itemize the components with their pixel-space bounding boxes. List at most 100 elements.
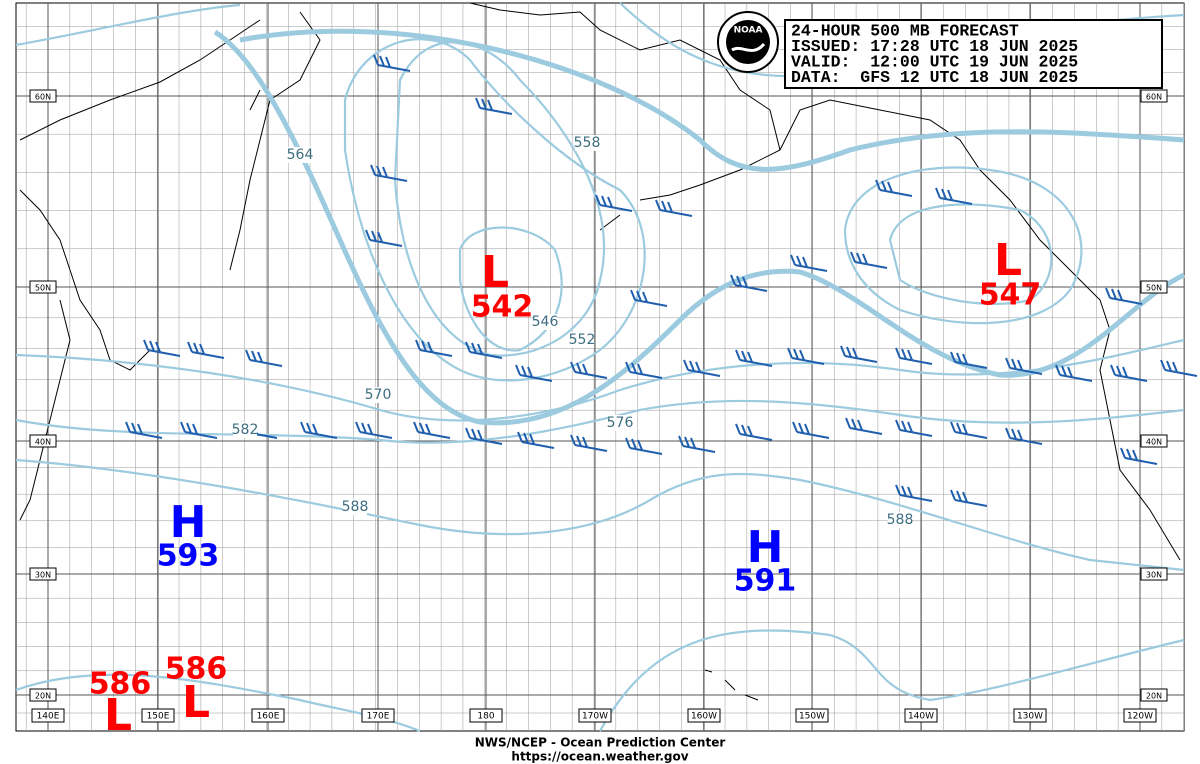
wind-barb [850,251,888,269]
lat-label: 30N [1146,571,1162,580]
wind-barb [655,199,693,217]
contour-558 [343,38,646,382]
wind-barb [950,351,988,369]
contour-label-bg [533,314,557,330]
lat-label: 30N [35,571,51,580]
contour-label: 558 [574,135,601,151]
header-line: DATA: GFS 12 UTC 18 JUN 2025 [791,68,1078,87]
lon-label: 160E [257,712,280,722]
wind-barb [1105,287,1143,305]
wind-barb [125,421,163,439]
wind-barb [792,421,830,439]
lon-label-box [904,708,938,723]
wind-barb [840,345,878,363]
coast-hawaii [704,669,759,701]
wind-barb [415,339,453,357]
contour-label-bg [343,499,367,515]
map-frame [15,2,1185,732]
lat-label-box [29,567,57,581]
lat-label: 50N [35,284,51,293]
contour-label-bg [366,387,390,403]
wind-barb [895,419,933,437]
wind-barb [735,349,773,367]
contour-588 [15,458,1185,572]
lon-label-box [361,708,395,723]
wind-barb [245,349,283,367]
wind-barb [730,274,768,292]
wind-barb [630,289,668,307]
wind-barb [1005,357,1043,375]
contour-label: 552 [569,332,596,348]
wind-barb [595,194,633,212]
contour-552-east [888,203,1053,306]
lon-label-box [1123,708,1157,723]
contour-label: 570 [365,387,392,403]
wind-barb [1120,447,1158,465]
center-value: 591 [734,564,797,599]
wind-barb [950,421,988,439]
center-value: 547 [979,278,1042,313]
lon-label: 130W [1017,712,1043,722]
logo-text: NOAA [734,26,763,36]
center-value: 593 [157,539,220,574]
contour-label: 588 [887,512,914,528]
wind-barb [625,437,663,455]
contour-label-bg [233,422,257,438]
lon-label-box [578,708,612,723]
contour-564-north [239,28,1185,172]
contour-label-bg [608,415,632,431]
wind-barb [678,435,716,453]
contour-label-bg [570,332,594,348]
contour-label-bg [888,512,912,528]
info-box-frame [784,19,1163,89]
wind-barbs [125,54,1198,507]
lat-label-box [29,688,57,702]
wind-barb [465,427,503,445]
lon-label-box [141,708,175,723]
lat-label-box [1140,89,1168,103]
contour-564 [213,29,1186,426]
footer-line: NWS/NCEP - Ocean Prediction Center [475,736,726,750]
contour-label: 546 [532,314,559,330]
wind-barb [370,164,408,182]
lat-label-box [1140,688,1168,702]
wind-barb [517,431,555,449]
center-letter: L [481,247,509,298]
header-line: VALID: 12:00 UTC 19 JUN 2025 [791,52,1078,71]
header-line: 24-HOUR 500 MB FORECAST [791,21,1019,40]
wind-barb [683,359,721,377]
lon-label-box [1013,708,1047,723]
contour-label: 588 [342,499,369,515]
lon-label: 170W [582,712,608,722]
center-letter: L [104,690,132,741]
wind-barb [187,341,225,359]
wind-barb [1160,359,1198,377]
lat-label-box [29,434,57,448]
contour-label-bg [288,147,312,163]
lon-label: 160W [691,712,717,722]
wind-barb [1005,427,1043,445]
lon-label: 120W [1127,712,1153,722]
coast-asia [19,11,321,521]
wind-barb [950,489,988,507]
wind-barb [875,179,913,197]
lon-label: 150E [147,712,170,722]
lat-label: 40N [1146,438,1162,447]
center-value: 542 [471,290,534,325]
wind-barb [935,187,973,205]
center-value: 586 [89,667,152,702]
contour-label: 582 [232,422,259,438]
lat-label: 60N [35,93,51,102]
lat-label: 60N [1146,93,1162,102]
wind-barb [1055,364,1093,382]
center-letter: L [182,677,210,728]
wind-barb [413,421,451,439]
lon-label-box [687,708,721,723]
lon-label: 170E [367,712,390,722]
lon-label: 150W [799,712,825,722]
contour-552 [393,41,606,357]
logo [726,20,770,64]
lon-label: 140W [908,712,934,722]
wind-barb [735,423,773,441]
header-line: ISSUED: 17:28 UTC 18 JUN 2025 [791,37,1078,56]
